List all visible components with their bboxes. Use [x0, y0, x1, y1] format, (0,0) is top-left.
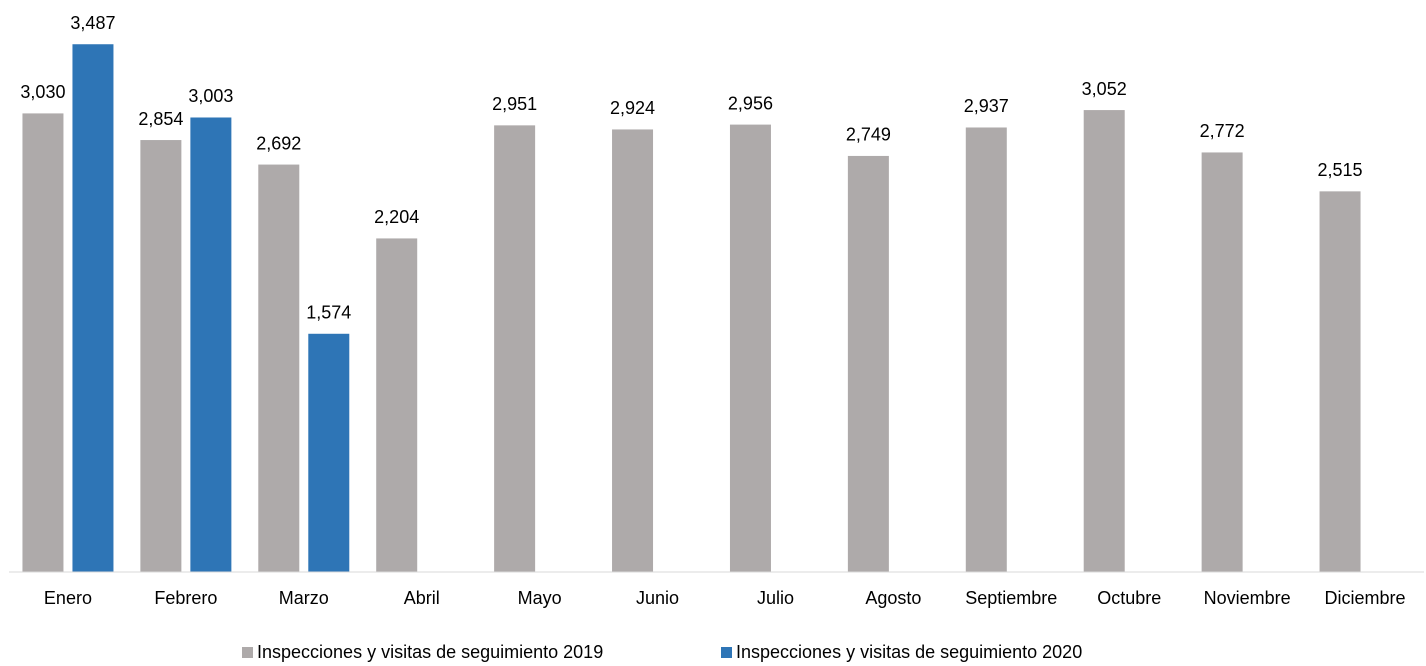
- bar: [376, 238, 418, 572]
- bar: [72, 44, 114, 572]
- bar: [22, 113, 64, 573]
- x-tick-label: Abril: [404, 588, 440, 608]
- data-label: 2,854: [138, 109, 183, 129]
- legend-swatch: [721, 647, 732, 658]
- bar: [729, 124, 771, 572]
- bar: [190, 117, 232, 573]
- bar: [494, 125, 536, 573]
- data-label: 2,204: [374, 207, 419, 227]
- bar: [965, 127, 1007, 572]
- bar: [140, 140, 182, 572]
- x-tick-label: Marzo: [279, 588, 329, 608]
- x-tick-label: Enero: [44, 588, 92, 608]
- x-tick-label: Junio: [636, 588, 679, 608]
- x-tick-label: Agosto: [865, 588, 921, 608]
- x-tick-label: Febrero: [154, 588, 217, 608]
- data-label: 1,574: [306, 303, 351, 323]
- legend-label: Inspecciones y visitas de seguimiento 20…: [736, 642, 1082, 662]
- legend-label: Inspecciones y visitas de seguimiento 20…: [257, 642, 603, 662]
- x-tick-label: Diciembre: [1325, 588, 1406, 608]
- data-label: 2,772: [1200, 121, 1245, 141]
- data-label: 3,487: [70, 13, 115, 33]
- data-label: 2,956: [728, 93, 773, 113]
- bar: [847, 155, 889, 573]
- data-label: 3,003: [188, 86, 233, 106]
- x-tick-label: Octubre: [1097, 588, 1161, 608]
- data-label: 2,924: [610, 98, 655, 118]
- data-label: 2,692: [256, 133, 301, 153]
- data-label: 2,951: [492, 94, 537, 114]
- data-label: 2,515: [1318, 160, 1363, 180]
- bar: [1083, 110, 1125, 572]
- bar: [1201, 152, 1243, 573]
- bar: [612, 129, 654, 572]
- x-tick-label: Julio: [757, 588, 794, 608]
- bar: [258, 164, 300, 572]
- x-tick-label: Noviembre: [1204, 588, 1291, 608]
- bar: [1319, 191, 1361, 572]
- x-tick-label: Mayo: [518, 588, 562, 608]
- data-label: 3,052: [1082, 79, 1127, 99]
- data-label: 2,749: [846, 125, 891, 145]
- legend-swatch: [242, 647, 253, 658]
- x-tick-label: Septiembre: [965, 588, 1057, 608]
- data-label: 2,937: [964, 96, 1009, 116]
- bar: [308, 333, 350, 572]
- data-label: 3,030: [20, 82, 65, 102]
